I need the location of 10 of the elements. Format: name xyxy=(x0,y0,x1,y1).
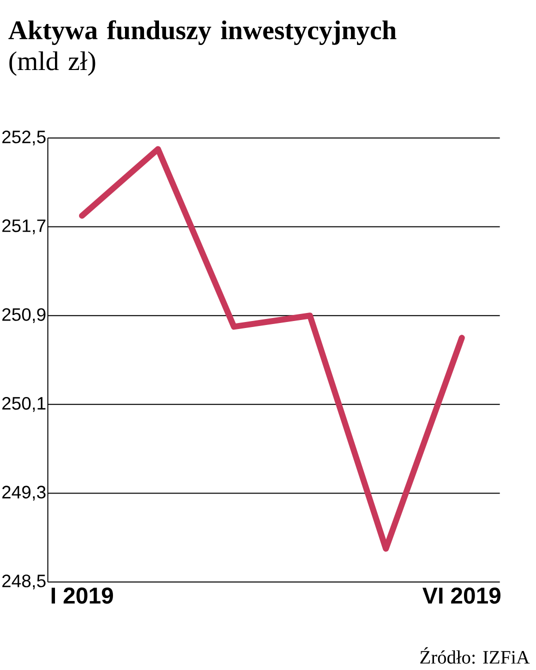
y-tick-label: 249,3 xyxy=(2,486,46,501)
chart-title: Aktywa funduszy inwestycyjnych (mld zł) xyxy=(8,20,396,76)
y-tick-label: 252,5 xyxy=(2,130,46,146)
text: Źródło: IZFiA xyxy=(420,647,530,664)
y-tick-label: 250,1 xyxy=(2,396,46,412)
x-tick-label: I 2019 xyxy=(52,588,113,604)
x-tick-label: VI 2019 xyxy=(422,588,500,604)
y-tick-label: 248,5 xyxy=(2,574,46,590)
y-tick-label: 250,9 xyxy=(2,308,46,324)
y-tick-label: 251,7 xyxy=(2,219,46,234)
